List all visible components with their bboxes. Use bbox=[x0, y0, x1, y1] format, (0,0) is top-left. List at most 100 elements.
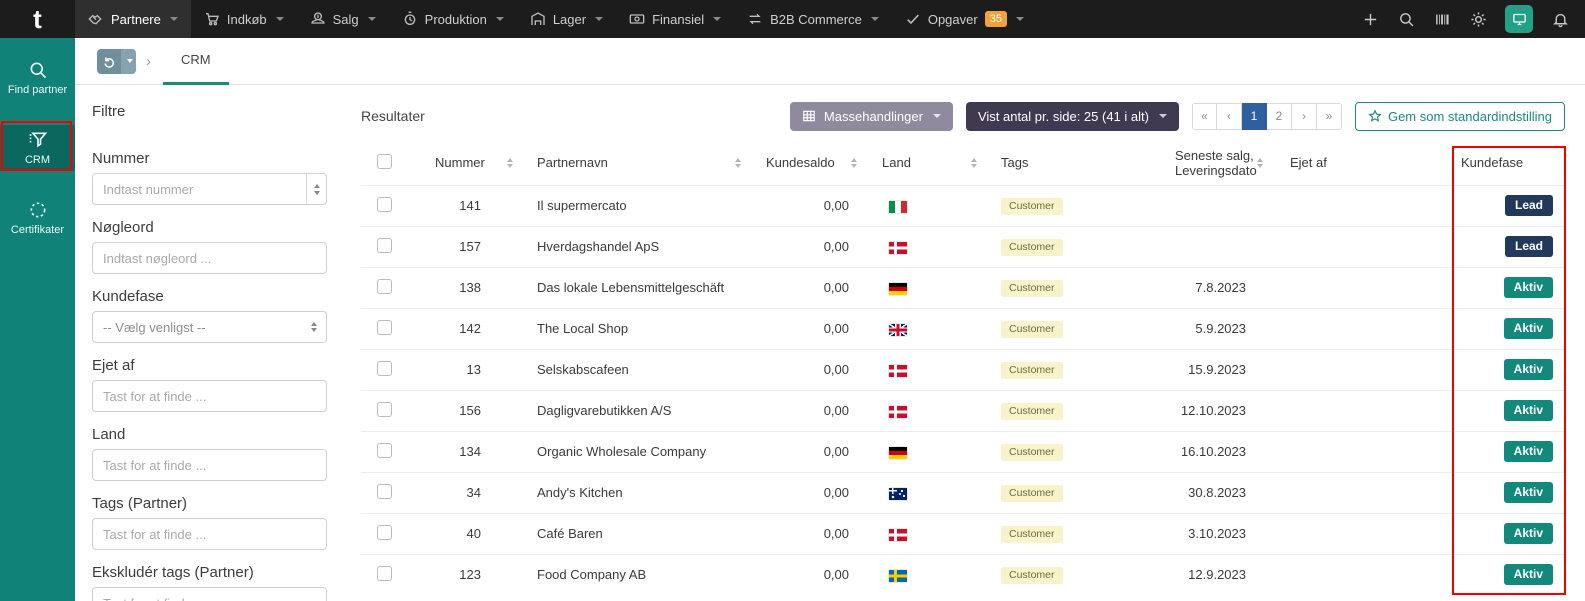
back-undo-button[interactable] bbox=[97, 48, 136, 74]
notifications-bell-icon[interactable] bbox=[1545, 4, 1575, 34]
tag-badge: Customer bbox=[1001, 402, 1063, 420]
column-header-partnernavn[interactable]: Partnernavn bbox=[537, 155, 608, 171]
page-size-button[interactable]: Vist antal pr. side: 25 (41 i alt) bbox=[965, 101, 1179, 131]
sort-icon[interactable] bbox=[971, 157, 977, 168]
sidebar-item-find-partner[interactable]: Find partner bbox=[0, 55, 75, 101]
table-row[interactable]: 142 The Local Shop 0,00 Customer 5.9.202… bbox=[361, 308, 1565, 349]
cell-partner-name[interactable]: Andy's Kitchen bbox=[537, 485, 623, 500]
column-header-kundesaldo[interactable]: Kundesaldo bbox=[766, 155, 835, 171]
sort-icon[interactable] bbox=[735, 157, 741, 168]
undo-dropdown[interactable] bbox=[121, 48, 136, 74]
phase-badge[interactable]: Aktiv bbox=[1503, 400, 1553, 421]
pagination-next[interactable]: › bbox=[1291, 102, 1317, 130]
sort-icon[interactable] bbox=[507, 157, 513, 168]
results-toolbar: Resultater Massehandlinger Vist antal pr… bbox=[361, 101, 1565, 131]
cell-partner-name[interactable]: Das lokale Lebensmittelgeschäft bbox=[537, 280, 725, 295]
menu-item-label: Salg bbox=[332, 11, 359, 27]
table-row[interactable]: 156 Dagligvarebutikken A/S 0,00 Customer… bbox=[361, 390, 1565, 431]
row-checkbox[interactable] bbox=[377, 360, 392, 376]
menu-item-opgaver[interactable]: Opgaver 35 bbox=[892, 0, 1037, 38]
pagination-first[interactable]: « bbox=[1191, 102, 1217, 130]
undo-icon[interactable] bbox=[97, 48, 121, 74]
table-row[interactable]: 123 Food Company AB 0,00 Customer 12.9.2… bbox=[361, 554, 1565, 595]
phase-badge[interactable]: Lead bbox=[1504, 236, 1553, 257]
pagination-prev[interactable]: ‹ bbox=[1216, 102, 1242, 130]
sort-icon[interactable] bbox=[1256, 157, 1263, 168]
phase-badge[interactable]: Aktiv bbox=[1503, 564, 1553, 586]
row-checkbox[interactable] bbox=[377, 196, 392, 212]
sidebar-item-certifikater[interactable]: Certifikater bbox=[0, 195, 75, 241]
save-default-button[interactable]: Gem som standardindstilling bbox=[1354, 101, 1565, 131]
sort-icon[interactable] bbox=[851, 157, 857, 168]
bulk-actions-button[interactable]: Massehandlinger bbox=[789, 101, 953, 131]
cell-partner-name[interactable]: Organic Wholesale Company bbox=[537, 444, 707, 459]
table-row[interactable]: 138 Das lokale Lebensmittelgeschäft 0,00… bbox=[361, 267, 1565, 308]
table-row[interactable]: 34 Andy's Kitchen 0,00 Customer 30.8.202… bbox=[361, 472, 1565, 513]
table-row[interactable]: 141 Il supermercato 0,00 Customer Lead bbox=[361, 185, 1565, 226]
phase-badge[interactable]: Aktiv bbox=[1503, 482, 1553, 503]
column-header-land[interactable]: Land bbox=[882, 155, 911, 171]
tags-input[interactable] bbox=[93, 519, 326, 549]
cell-partner-name[interactable]: Food Company AB bbox=[537, 567, 647, 583]
tab-crm[interactable]: CRM bbox=[163, 38, 229, 85]
phase-badge[interactable]: Aktiv bbox=[1503, 318, 1553, 339]
table-row[interactable]: 40 Café Baren 0,00 Customer 3.10.2023 Ak… bbox=[361, 513, 1565, 554]
cell-balance: 0,00 bbox=[823, 526, 849, 541]
column-header-seneste-salg[interactable]: Seneste salg, Leveringsdato bbox=[1175, 147, 1257, 178]
quick-access-button[interactable] bbox=[1505, 5, 1533, 33]
tasks-count-badge: 35 bbox=[984, 11, 1007, 27]
menu-item-b2b-commerce[interactable]: B2B Commerce bbox=[734, 0, 892, 38]
sidebar-item-crm[interactable]: CRM bbox=[0, 125, 75, 171]
menu-item-lager[interactable]: Lager bbox=[517, 0, 616, 38]
row-checkbox[interactable] bbox=[377, 442, 392, 458]
select-all-checkbox[interactable] bbox=[377, 153, 392, 169]
menu-item-finansiel[interactable]: Finansiel bbox=[616, 0, 734, 38]
app-logo[interactable]: t bbox=[33, 3, 42, 34]
pagination-page-2[interactable]: 2 bbox=[1266, 102, 1292, 130]
row-checkbox[interactable] bbox=[377, 278, 392, 294]
kundefase-select[interactable]: -- Vælg venligst -- bbox=[92, 311, 327, 343]
row-checkbox[interactable] bbox=[377, 401, 392, 417]
cell-partner-name[interactable]: Dagligvarebutikken A/S bbox=[537, 403, 672, 418]
table-row[interactable]: 134 Organic Wholesale Company 0,00 Custo… bbox=[361, 431, 1565, 472]
menu-item-partnere[interactable]: Partnere bbox=[75, 0, 191, 38]
cell-date: 30.8.2023 bbox=[1188, 485, 1246, 500]
menu-item-salg[interactable]: Salg bbox=[297, 0, 389, 38]
table-row[interactable]: 13 Selskabscafeen 0,00 Customer 15.9.202… bbox=[361, 349, 1565, 390]
keyword-input[interactable] bbox=[93, 243, 326, 273]
phase-badge[interactable]: Aktiv bbox=[1503, 359, 1553, 380]
row-checkbox[interactable] bbox=[377, 237, 392, 253]
pagination-last[interactable]: » bbox=[1316, 102, 1342, 130]
nummer-input[interactable] bbox=[93, 174, 306, 204]
cell-partner-name[interactable]: Il supermercato bbox=[537, 198, 627, 213]
column-header-nummer[interactable]: Nummer bbox=[435, 155, 485, 171]
phase-badge[interactable]: Aktiv bbox=[1503, 277, 1553, 298]
tag-badge: Customer bbox=[1001, 238, 1063, 256]
phase-badge[interactable]: Aktiv bbox=[1503, 441, 1553, 462]
table-row[interactable]: 157 Hverdagshandel ApS 0,00 Customer Lea… bbox=[361, 226, 1565, 267]
menu-item-produktion[interactable]: Produktion bbox=[389, 0, 517, 38]
cell-partner-name[interactable]: Hverdagshandel ApS bbox=[537, 239, 660, 254]
coin-icon bbox=[310, 11, 326, 27]
pagination-page-1[interactable]: 1 bbox=[1241, 102, 1267, 130]
number-spinner[interactable] bbox=[306, 174, 326, 204]
row-checkbox[interactable] bbox=[377, 524, 392, 540]
search-icon bbox=[28, 60, 48, 80]
cell-partner-name[interactable]: Selskabscafeen bbox=[537, 362, 629, 377]
row-checkbox[interactable] bbox=[377, 483, 392, 499]
cell-partner-name[interactable]: Café Baren bbox=[537, 526, 603, 541]
owner-input[interactable] bbox=[93, 381, 326, 411]
phase-badge[interactable]: Aktiv bbox=[1503, 523, 1553, 544]
phase-badge[interactable]: Lead bbox=[1504, 195, 1553, 216]
search-button[interactable] bbox=[1391, 4, 1421, 34]
row-checkbox[interactable] bbox=[377, 319, 392, 335]
row-checkbox[interactable] bbox=[377, 565, 392, 581]
gear-icon[interactable] bbox=[1463, 4, 1493, 34]
exclude-tags-input[interactable] bbox=[93, 588, 326, 601]
menu-item-indkob[interactable]: Indkøb bbox=[191, 0, 297, 38]
add-button[interactable] bbox=[1355, 4, 1385, 34]
cell-partner-name[interactable]: The Local Shop bbox=[537, 321, 629, 336]
tag-badge: Customer bbox=[1001, 484, 1063, 502]
country-input[interactable] bbox=[93, 450, 326, 480]
barcode-icon[interactable] bbox=[1427, 4, 1457, 34]
